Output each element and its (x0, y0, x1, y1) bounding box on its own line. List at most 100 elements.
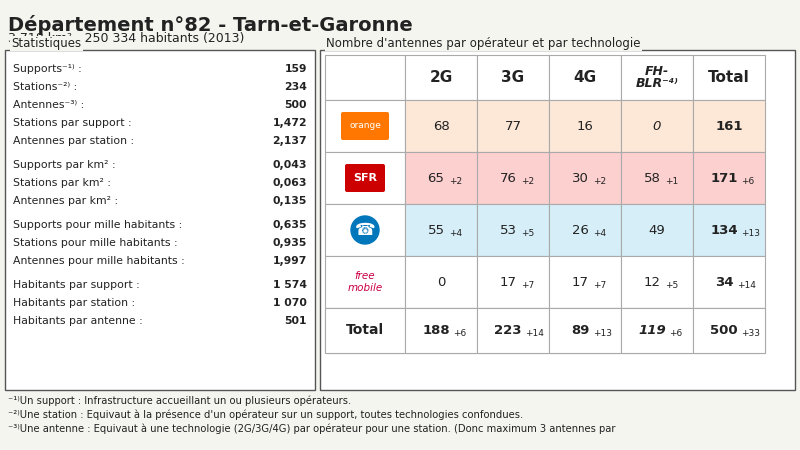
Text: Habitants par antenne :: Habitants par antenne : (13, 316, 142, 326)
Text: 58: 58 (643, 171, 661, 184)
Bar (693, 308, 765, 353)
Text: ⁻³⁾Une antenne : Equivaut à une technologie (2G/3G/4G) par opérateur pour une st: ⁻³⁾Une antenne : Equivaut à une technolo… (8, 423, 615, 433)
Text: 0: 0 (437, 275, 445, 288)
Bar (549, 152, 621, 204)
Text: 3G: 3G (502, 70, 525, 85)
Text: 65: 65 (427, 171, 445, 184)
Bar (621, 308, 693, 353)
Bar (477, 152, 549, 204)
Bar (325, 308, 405, 353)
Bar (549, 308, 621, 353)
Bar (477, 55, 549, 100)
Text: +5: +5 (665, 280, 678, 289)
Text: 1,997: 1,997 (273, 256, 307, 266)
Text: free
mobile: free mobile (347, 271, 382, 293)
Text: Département n°82 - Tarn-et-Garonne: Département n°82 - Tarn-et-Garonne (8, 15, 413, 35)
Bar (693, 152, 765, 204)
Bar (325, 256, 405, 308)
Text: 0,935: 0,935 (273, 238, 307, 248)
Bar (549, 256, 621, 308)
Text: 500: 500 (285, 100, 307, 110)
Text: +4: +4 (449, 229, 462, 238)
Text: Habitants par station :: Habitants par station : (13, 298, 135, 308)
Bar (477, 204, 549, 256)
Bar (621, 55, 693, 100)
Bar (405, 204, 477, 256)
Text: 0,043: 0,043 (273, 160, 307, 170)
Text: +14: +14 (737, 280, 756, 289)
Text: ⁻¹⁾Un support : Infrastructure accueillant un ou plusieurs opérateurs.: ⁻¹⁾Un support : Infrastructure accueilla… (8, 395, 351, 405)
Bar (325, 100, 405, 152)
Bar (405, 308, 477, 353)
Text: 0: 0 (653, 120, 661, 132)
Text: 1,472: 1,472 (272, 118, 307, 128)
Bar (621, 308, 693, 353)
Text: Stations par support :: Stations par support : (13, 118, 132, 128)
Text: 234: 234 (284, 82, 307, 92)
Bar (477, 308, 549, 353)
Text: Stations par km² :: Stations par km² : (13, 178, 111, 188)
Text: +14: +14 (525, 329, 544, 338)
Bar (325, 308, 405, 353)
Text: +13: +13 (741, 229, 760, 238)
Text: Stations⁻²⁾ :: Stations⁻²⁾ : (13, 82, 78, 92)
Bar (621, 204, 693, 256)
Text: 134: 134 (710, 224, 738, 237)
Bar (477, 308, 549, 353)
Text: 68: 68 (433, 120, 450, 132)
Bar (405, 256, 477, 308)
Text: 159: 159 (285, 64, 307, 74)
Text: +6: +6 (453, 329, 466, 338)
Text: 55: 55 (427, 224, 445, 237)
Text: Antennes pour mille habitants :: Antennes pour mille habitants : (13, 256, 185, 266)
Text: +2: +2 (449, 176, 462, 185)
Text: 1 574: 1 574 (273, 280, 307, 290)
FancyBboxPatch shape (320, 50, 795, 390)
Text: Statistiques: Statistiques (11, 37, 81, 50)
Text: Supports pour mille habitants :: Supports pour mille habitants : (13, 220, 182, 230)
Text: Supports par km² :: Supports par km² : (13, 160, 116, 170)
Text: 53: 53 (499, 224, 517, 237)
Bar (477, 256, 549, 308)
Text: 26: 26 (571, 224, 589, 237)
Text: +4: +4 (593, 229, 606, 238)
Bar (325, 55, 405, 100)
Text: SFR: SFR (353, 173, 377, 183)
Text: 0,063: 0,063 (273, 178, 307, 188)
Text: 89: 89 (571, 324, 589, 337)
Text: 500: 500 (710, 324, 738, 337)
Text: Nombre d'antennes par opérateur et par technologie: Nombre d'antennes par opérateur et par t… (326, 37, 641, 50)
Text: ⁻²⁾Une station : Equivaut à la présence d'un opérateur sur un support, toutes te: ⁻²⁾Une station : Equivaut à la présence … (8, 409, 523, 419)
Text: 17: 17 (499, 275, 517, 288)
Text: +33: +33 (741, 329, 760, 338)
Text: Antennes par station :: Antennes par station : (13, 136, 134, 146)
Bar (549, 100, 621, 152)
Text: 34: 34 (714, 275, 734, 288)
Bar (405, 308, 477, 353)
Text: 12: 12 (643, 275, 661, 288)
Bar (405, 152, 477, 204)
Text: 76: 76 (499, 171, 517, 184)
Text: +1: +1 (665, 176, 678, 185)
Bar (693, 55, 765, 100)
Text: 0,635: 0,635 (273, 220, 307, 230)
Text: 223: 223 (494, 324, 522, 337)
Text: 0,135: 0,135 (273, 196, 307, 206)
Text: +2: +2 (521, 176, 534, 185)
Bar (325, 204, 405, 256)
Text: 30: 30 (571, 171, 589, 184)
Bar (549, 204, 621, 256)
Bar (693, 308, 765, 353)
FancyBboxPatch shape (341, 112, 389, 140)
FancyBboxPatch shape (5, 50, 315, 390)
Text: 17: 17 (571, 275, 589, 288)
Text: +7: +7 (593, 280, 606, 289)
Text: +13: +13 (593, 329, 612, 338)
Text: 161: 161 (715, 120, 742, 132)
Text: Stations pour mille habitants :: Stations pour mille habitants : (13, 238, 178, 248)
Text: 188: 188 (422, 324, 450, 337)
Bar (477, 100, 549, 152)
Text: Total: Total (346, 324, 384, 338)
Text: +6: +6 (669, 329, 682, 338)
Text: +6: +6 (741, 176, 754, 185)
